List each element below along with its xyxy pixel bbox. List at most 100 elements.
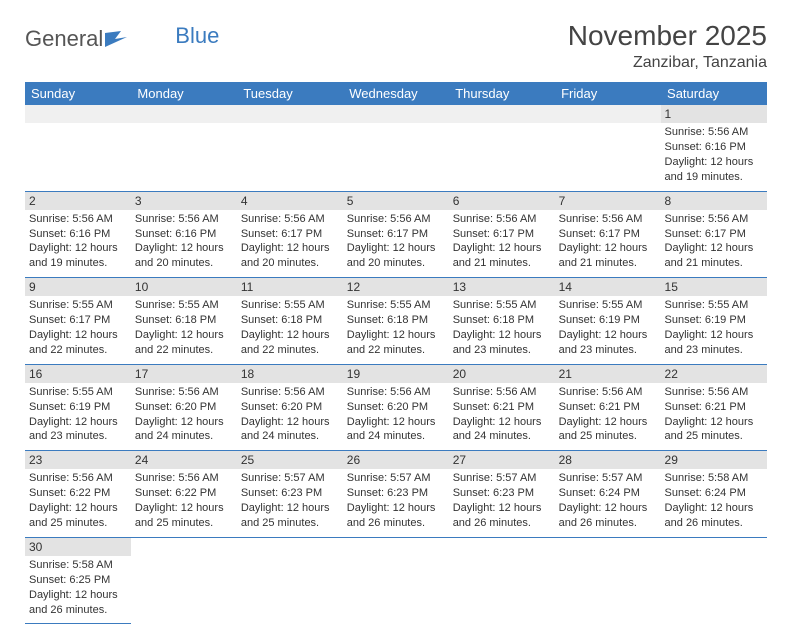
- daylight-line: Daylight: 12 hoursand 24 minutes.: [135, 416, 224, 443]
- day-number: 14: [555, 278, 661, 296]
- calendar-cell: 23Sunrise: 5:56 AMSunset: 6:22 PMDayligh…: [25, 451, 131, 538]
- calendar-body: ......1Sunrise: 5:56 AMSunset: 6:16 PMDa…: [25, 105, 767, 624]
- sunrise-line: Sunrise: 5:56 AM: [135, 213, 219, 225]
- sunset-line: Sunset: 6:17 PM: [559, 228, 640, 240]
- day-number: 6: [449, 192, 555, 210]
- sunset-line: Sunset: 6:18 PM: [347, 314, 428, 326]
- sunrise-line: Sunrise: 5:57 AM: [241, 472, 325, 484]
- day-number: 21: [555, 365, 661, 383]
- sunset-line: Sunset: 6:22 PM: [135, 487, 216, 499]
- calendar-cell: .: [25, 105, 131, 191]
- daylight-line: Daylight: 12 hoursand 26 minutes.: [453, 502, 542, 529]
- daylight-line: Daylight: 12 hoursand 25 minutes.: [665, 416, 754, 443]
- day-number: 9: [25, 278, 131, 296]
- day-number: 4: [237, 192, 343, 210]
- day-number: 26: [343, 451, 449, 469]
- sunrise-line: Sunrise: 5:58 AM: [29, 559, 113, 571]
- day-number: 23: [25, 451, 131, 469]
- calendar-cell: [237, 537, 343, 624]
- sunset-line: Sunset: 6:18 PM: [135, 314, 216, 326]
- day-header: Saturday: [661, 82, 767, 105]
- calendar-cell: 26 Sunrise: 5:57 AM Sunset: 6:23 PM Dayligh…: [343, 451, 449, 538]
- day-number: 18: [237, 365, 343, 383]
- day-number: 25: [237, 451, 343, 469]
- day-number: 10: [131, 278, 237, 296]
- sunrise-line: Sunrise: 5:57 AM: [347, 472, 431, 484]
- calendar-cell: .: [237, 105, 343, 191]
- calendar-cell: 27Sunrise: 5:57 AMSunset: 6:23 PMDayligh…: [449, 451, 555, 538]
- sunset-line: Sunset: 6:23 PM: [453, 487, 534, 499]
- daylight-line: Daylight: 12 hoursand 22 minutes.: [241, 329, 330, 356]
- sunset-line: Sunset: 6:24 PM: [665, 487, 746, 499]
- sunrise-line: Sunrise: 5:56 AM: [241, 386, 325, 398]
- sunrise-line: Sunrise: 5:55 AM: [29, 386, 113, 398]
- day-number: 3: [131, 192, 237, 210]
- sunrise-line: Sunrise: 5:55 AM: [135, 299, 219, 311]
- daylight-line: Daylight: 12 hoursand 23 minutes.: [665, 329, 754, 356]
- sunset-line: Sunset: 6:17 PM: [29, 314, 110, 326]
- sunrise-line: Sunrise: 5:56 AM: [453, 386, 537, 398]
- day-number: 5: [343, 192, 449, 210]
- sunrise-line: Sunrise: 5:56 AM: [559, 386, 643, 398]
- sunrise-line: Sunrise: 5:56 AM: [347, 386, 431, 398]
- calendar-cell: 8Sunrise: 5:56 AMSunset: 6:17 PMDaylight…: [661, 191, 767, 278]
- day-number: 17: [131, 365, 237, 383]
- sunset-line: Sunset: 6:17 PM: [453, 228, 534, 240]
- calendar-cell: 17Sunrise: 5:56 AMSunset: 6:20 PMDayligh…: [131, 364, 237, 451]
- day-header: Thursday: [449, 82, 555, 105]
- day-number: 27: [449, 451, 555, 469]
- calendar-cell: 9Sunrise: 5:55 AMSunset: 6:17 PMDaylight…: [25, 278, 131, 365]
- day-number: 8: [661, 192, 767, 210]
- daylight-line: Daylight: 12 hoursand 26 minutes.: [347, 502, 436, 529]
- daylight-line: Daylight: 12 hoursand 19 minutes.: [665, 156, 754, 183]
- daylight-line: Daylight: 12 hoursand 23 minutes.: [559, 329, 648, 356]
- sunset-line: Sunset: 6:23 PM: [347, 487, 428, 499]
- daylight-line: Daylight: 12 hoursand 24 minutes.: [347, 416, 436, 443]
- sunset-line: Sunset: 6:18 PM: [453, 314, 534, 326]
- daylight-line: Daylight: 12 hoursand 21 minutes.: [559, 242, 648, 269]
- calendar-cell: 28Sunrise: 5:57 AMSunset: 6:24 PMDayligh…: [555, 451, 661, 538]
- day-header: Wednesday: [343, 82, 449, 105]
- day-number: 12: [343, 278, 449, 296]
- day-number: 11: [237, 278, 343, 296]
- sunset-line: Sunset: 6:18 PM: [241, 314, 322, 326]
- sunset-line: Sunset: 6:20 PM: [347, 401, 428, 413]
- calendar-cell: [555, 537, 661, 624]
- day-header: Friday: [555, 82, 661, 105]
- calendar-cell: [449, 537, 555, 624]
- sunset-line: Sunset: 6:16 PM: [29, 228, 110, 240]
- calendar-cell: 2Sunrise: 5:56 AMSunset: 6:16 PMDaylight…: [25, 191, 131, 278]
- calendar-cell: [131, 537, 237, 624]
- calendar-cell: .: [131, 105, 237, 191]
- sunrise-line: Sunrise: 5:55 AM: [453, 299, 537, 311]
- daylight-line: Daylight: 12 hoursand 20 minutes.: [135, 242, 224, 269]
- flag-icon: [105, 27, 127, 53]
- daylight-line: Daylight: 12 hoursand 21 minutes.: [665, 242, 754, 269]
- day-number: 20: [449, 365, 555, 383]
- sunrise-line: Sunrise: 5:55 AM: [29, 299, 113, 311]
- daylight-line: Daylight: 12 hoursand 25 minutes.: [135, 502, 224, 529]
- logo-text-1: General: [25, 26, 103, 52]
- calendar-cell: 6Sunrise: 5:56 AMSunset: 6:17 PMDaylight…: [449, 191, 555, 278]
- title-block: November 2025 Zanzibar, Tanzania: [568, 20, 767, 72]
- calendar-cell: 1Sunrise: 5:56 AMSunset: 6:16 PMDaylight…: [661, 105, 767, 191]
- calendar-cell: 30Sunrise: 5:58 AMSunset: 6:25 PMDayligh…: [25, 537, 131, 624]
- calendar-cell: 11Sunrise: 5:55 AMSunset: 6:18 PMDayligh…: [237, 278, 343, 365]
- sunset-line: Sunset: 6:23 PM: [241, 487, 322, 499]
- sunset-line: Sunset: 6:19 PM: [665, 314, 746, 326]
- sunrise-line: Sunrise: 5:56 AM: [559, 213, 643, 225]
- day-number: 29: [661, 451, 767, 469]
- day-number: 19: [343, 365, 449, 383]
- sunset-line: Sunset: 6:19 PM: [29, 401, 110, 413]
- calendar-cell: 21Sunrise: 5:56 AMSunset: 6:21 PMDayligh…: [555, 364, 661, 451]
- daylight-line: Daylight: 12 hoursand 23 minutes.: [453, 329, 542, 356]
- calendar-cell: 29Sunrise: 5:58 AMSunset: 6:24 PMDayligh…: [661, 451, 767, 538]
- calendar-cell: 10Sunrise: 5:55 AMSunset: 6:18 PMDayligh…: [131, 278, 237, 365]
- sunset-line: Sunset: 6:21 PM: [453, 401, 534, 413]
- day-number: 28: [555, 451, 661, 469]
- sunset-line: Sunset: 6:24 PM: [559, 487, 640, 499]
- day-header: Monday: [131, 82, 237, 105]
- sunset-line: Sunset: 6:19 PM: [559, 314, 640, 326]
- sunrise-line: Sunrise: 5:58 AM: [665, 472, 749, 484]
- sunset-line: Sunset: 6:16 PM: [665, 141, 746, 153]
